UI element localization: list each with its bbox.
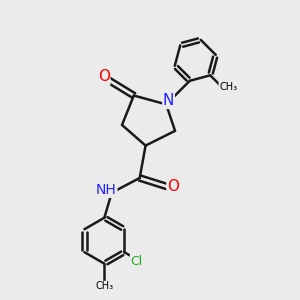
Text: N: N xyxy=(163,93,174,108)
Text: Cl: Cl xyxy=(130,254,143,268)
Text: O: O xyxy=(167,179,179,194)
Text: NH: NH xyxy=(96,183,117,197)
Text: O: O xyxy=(98,70,110,85)
Text: CH₃: CH₃ xyxy=(95,281,113,291)
Text: CH₃: CH₃ xyxy=(219,82,237,92)
